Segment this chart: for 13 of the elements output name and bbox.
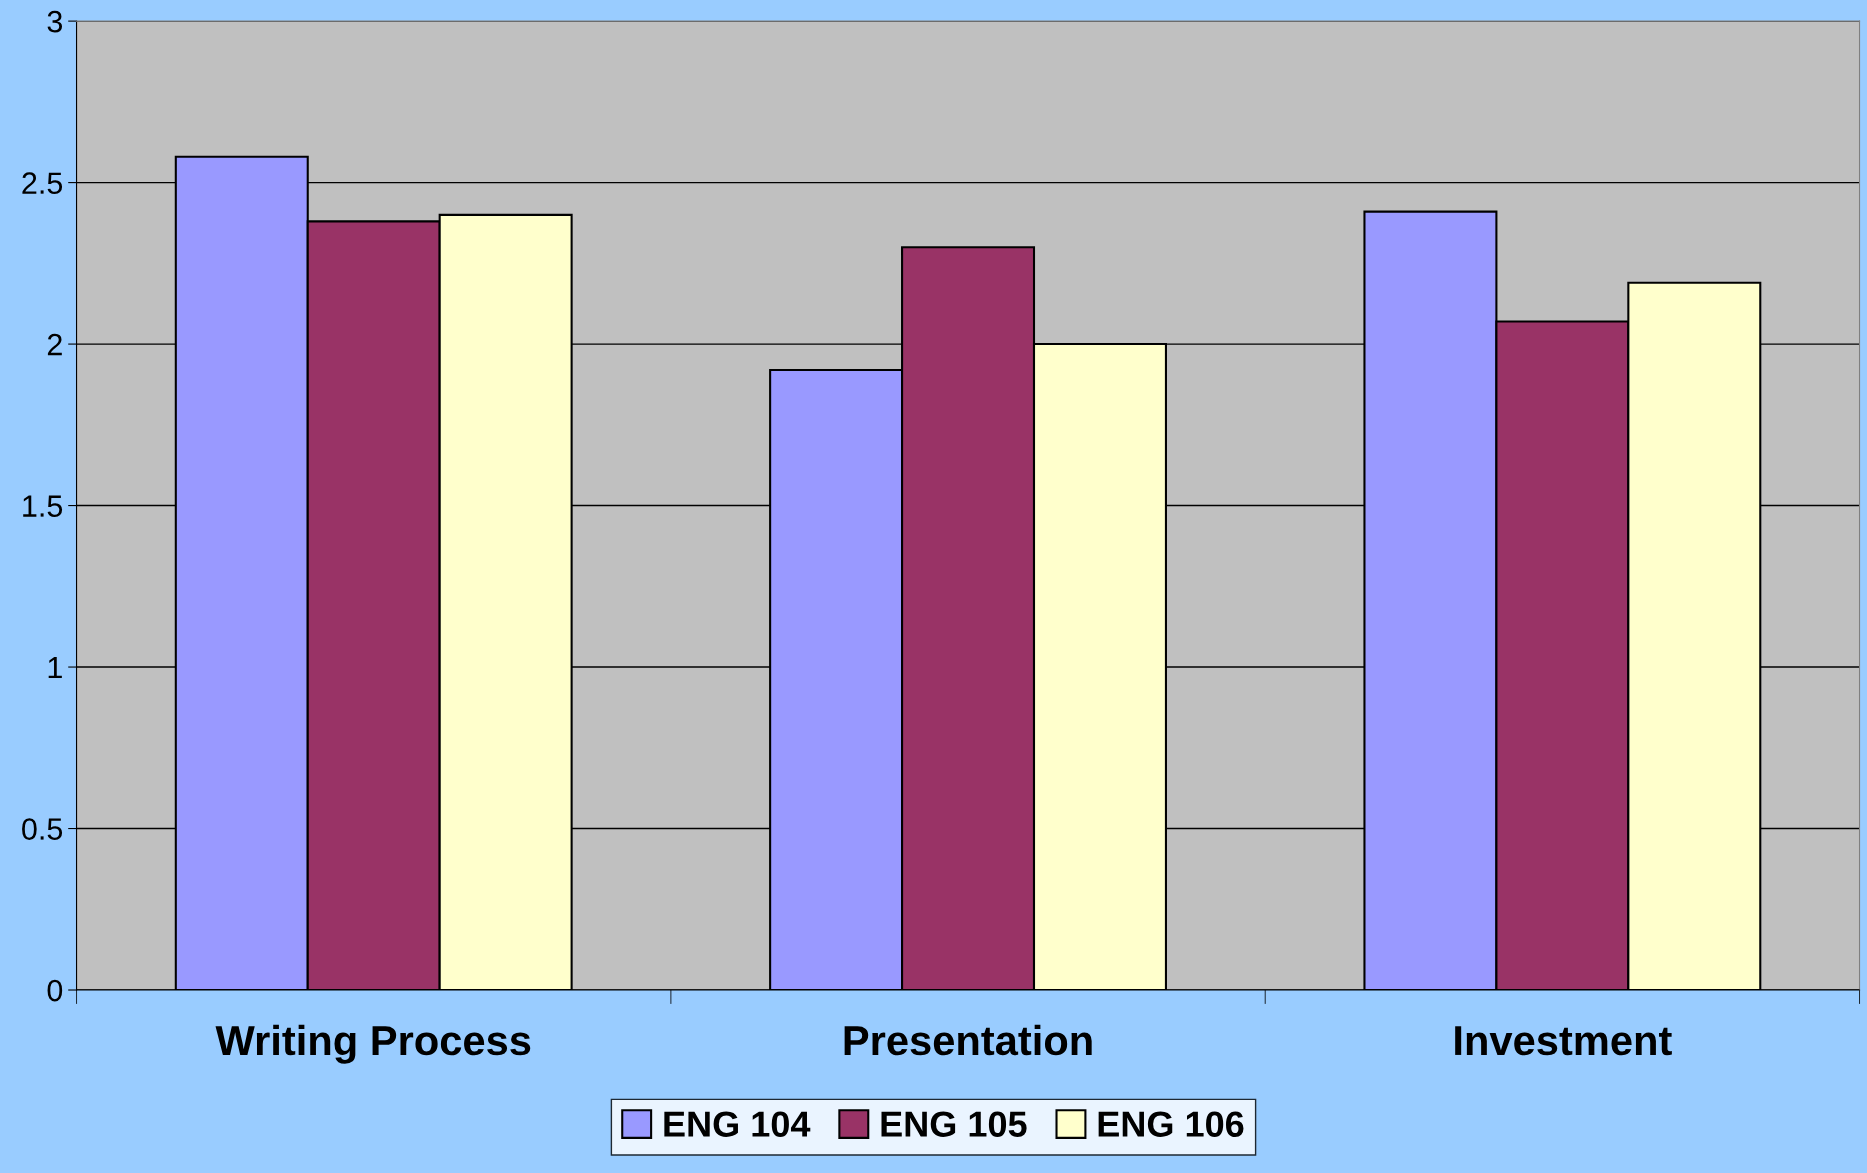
legend-label: ENG 104: [664, 1111, 811, 1137]
y-tick-label: 0.5: [22, 818, 63, 840]
y-tick-label: 3: [47, 10, 63, 33]
x-tick-label: Writing Process: [215, 1024, 531, 1064]
y-tick-label: 2.5: [22, 172, 63, 194]
x-tick-label: Investment: [1455, 1026, 1672, 1056]
y-tick-label: 2: [47, 333, 62, 356]
y-tick-label: 1: [48, 657, 62, 679]
y-tick-label: 1.5: [23, 495, 63, 517]
y-tick-label: 0: [47, 979, 63, 1002]
legend-label: ENG 105: [881, 1111, 1027, 1137]
x-tick-label: Presentation: [844, 1024, 1092, 1056]
legend-label: ENG 106: [1098, 1111, 1244, 1137]
